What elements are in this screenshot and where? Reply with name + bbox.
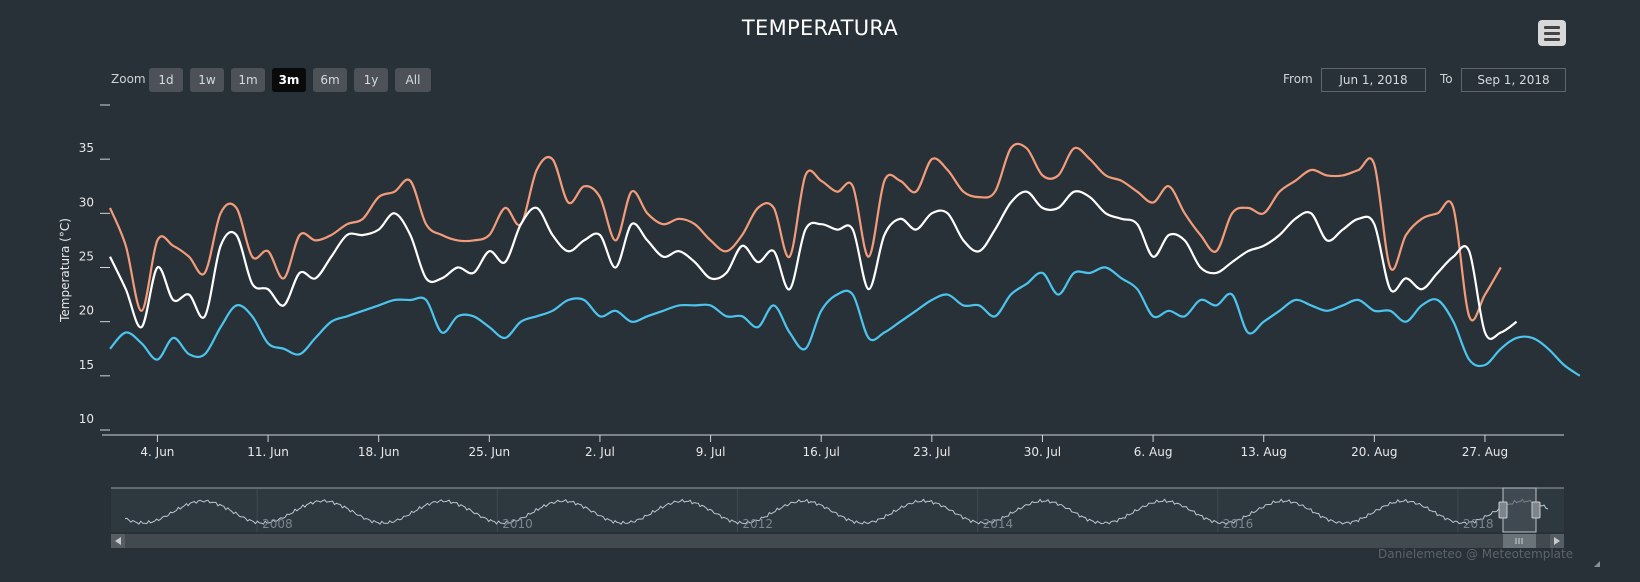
zoom-label: Zoom (111, 72, 146, 86)
zoom-1y-button[interactable]: 1y (354, 68, 388, 92)
to-label: To (1440, 72, 1453, 86)
navigator-year-label: 2012 (742, 517, 773, 531)
scrollbar-grip-icon (1515, 538, 1523, 544)
x-tick-label: 2. Jul (585, 445, 615, 459)
navigator-selection[interactable] (1502, 487, 1537, 533)
zoom-6m-button[interactable]: 6m (313, 68, 347, 92)
zoom-1d-button[interactable]: 1d (149, 68, 183, 92)
scroll-left-arrow-icon (115, 537, 121, 545)
from-date-input[interactable]: Jun 1, 2018 (1321, 68, 1426, 92)
zoom-1w-button[interactable]: 1w (190, 68, 224, 92)
scrollbar-track[interactable] (111, 534, 1564, 548)
hamburger-menu-icon[interactable] (1538, 20, 1566, 46)
x-tick-label: 4. Jun (140, 445, 174, 459)
x-tick-label: 23. Jul (913, 445, 950, 459)
to-date-input[interactable]: Sep 1, 2018 (1461, 68, 1566, 92)
x-tick-label: 30. Jul (1024, 445, 1061, 459)
x-tick-label: 6. Aug (1134, 445, 1173, 459)
y-tick-label: 35 (79, 141, 94, 155)
scrollbar[interactable] (111, 534, 1564, 548)
x-tick-label: 9. Jul (696, 445, 726, 459)
navigator-background (111, 488, 1564, 532)
navigator-series (124, 498, 1549, 526)
navigator-year-label: 2018 (1463, 517, 1494, 531)
x-tick-label: 25. Jun (468, 445, 510, 459)
min-temperature-line (109, 266, 1581, 377)
navigator-year-label: 2014 (983, 517, 1014, 531)
y-tick-label: 20 (79, 304, 94, 318)
x-tick-label: 20. Aug (1351, 445, 1397, 459)
navigator-year-label: 2010 (502, 517, 533, 531)
navigator-year-label: 2008 (262, 517, 293, 531)
y-axis-label: Temperatura (°C) (58, 218, 72, 323)
navigator-year-label: 2016 (1223, 517, 1254, 531)
credit-text: Danielemeteo @ Meteotemplate (1378, 547, 1574, 561)
from-label: From (1283, 72, 1313, 86)
zoom-3m-button[interactable]: 3m (272, 68, 306, 92)
scroll-right-arrow-icon (1554, 537, 1560, 545)
resize-corner-icon (1594, 561, 1600, 567)
x-tick-label: 18. Jun (358, 445, 400, 459)
zoom-all-button[interactable]: All (395, 68, 431, 92)
zoom-1m-button[interactable]: 1m (231, 68, 265, 92)
x-tick-label: 16. Jul (803, 445, 840, 459)
navigator-left-handle[interactable] (1498, 501, 1508, 519)
x-tick-label: 11. Jun (247, 445, 289, 459)
avg-temperature-line (109, 190, 1518, 340)
chart-title: TEMPERATURA (741, 16, 899, 40)
navigator[interactable]: 2008 2010 2012 2014 2016 2018 (111, 487, 1564, 533)
x-tick-label: 13. Aug (1241, 445, 1287, 459)
y-tick-label: 10 (79, 412, 94, 426)
y-tick-label: 25 (79, 250, 94, 264)
max-temperature-line (108, 142, 1502, 322)
navigator-right-handle[interactable] (1531, 501, 1541, 519)
y-tick-label: 30 (79, 195, 94, 209)
y-tick-label: 15 (79, 358, 94, 372)
x-tick-label: 27. Aug (1462, 445, 1508, 459)
